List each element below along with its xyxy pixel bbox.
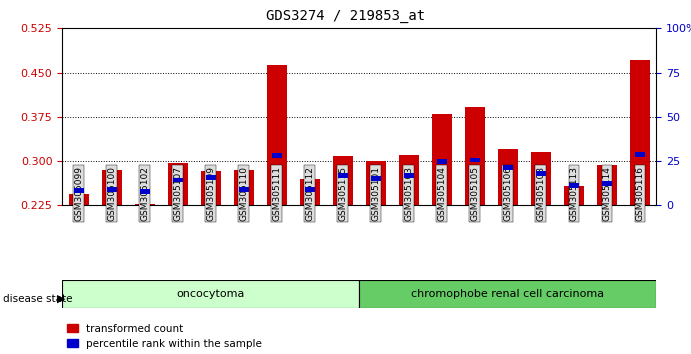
Bar <box>531 152 551 205</box>
Text: chromophobe renal cell carcinoma: chromophobe renal cell carcinoma <box>411 289 605 299</box>
Bar <box>602 181 612 186</box>
Text: GSM305114: GSM305114 <box>603 166 612 221</box>
Text: oncocytoma: oncocytoma <box>177 289 245 299</box>
Text: GSM305105: GSM305105 <box>471 166 480 221</box>
Bar <box>300 179 320 205</box>
Text: GSM305104: GSM305104 <box>437 166 446 221</box>
Bar <box>399 155 419 205</box>
Bar <box>366 161 386 205</box>
Bar <box>272 153 282 158</box>
Text: GSM305101: GSM305101 <box>371 166 380 221</box>
Bar <box>74 188 84 193</box>
Bar <box>106 187 117 192</box>
Bar <box>62 280 359 308</box>
Text: GSM305103: GSM305103 <box>404 166 413 221</box>
Bar <box>333 156 352 205</box>
Text: ▶: ▶ <box>57 294 65 304</box>
Text: disease state: disease state <box>3 294 73 304</box>
Text: GSM305100: GSM305100 <box>107 166 116 221</box>
Bar <box>536 171 546 176</box>
Text: GSM305111: GSM305111 <box>272 166 281 221</box>
Text: GSM305116: GSM305116 <box>636 166 645 221</box>
Bar <box>569 183 579 188</box>
Bar <box>503 165 513 170</box>
Bar <box>630 59 650 205</box>
Bar <box>359 280 656 308</box>
Bar <box>234 170 254 205</box>
Text: GSM305108: GSM305108 <box>536 166 545 221</box>
Bar <box>470 158 480 162</box>
Text: GSM305112: GSM305112 <box>305 166 314 221</box>
Bar <box>206 175 216 180</box>
Bar <box>432 114 452 205</box>
Bar <box>201 171 220 205</box>
Bar <box>69 194 88 205</box>
Bar <box>140 189 150 194</box>
Text: GSM305115: GSM305115 <box>339 166 348 221</box>
Bar <box>305 187 314 192</box>
Text: GSM305106: GSM305106 <box>503 166 513 221</box>
Bar <box>267 65 287 205</box>
Text: GSM305102: GSM305102 <box>140 166 149 221</box>
Bar <box>102 170 122 205</box>
Bar <box>564 186 584 205</box>
Bar <box>173 178 182 182</box>
Text: GSM305107: GSM305107 <box>173 166 182 221</box>
Legend: transformed count, percentile rank within the sample: transformed count, percentile rank withi… <box>68 324 262 349</box>
Bar <box>437 159 447 164</box>
Bar <box>239 187 249 192</box>
Text: GSM305110: GSM305110 <box>239 166 248 221</box>
Bar <box>135 204 155 205</box>
Text: GSM305099: GSM305099 <box>74 166 83 221</box>
Bar <box>635 152 645 157</box>
Text: GSM305113: GSM305113 <box>569 166 578 221</box>
Text: GSM305109: GSM305109 <box>206 166 216 221</box>
Bar <box>168 163 188 205</box>
Bar <box>498 149 518 205</box>
Bar <box>404 173 414 178</box>
Text: GDS3274 / 219853_at: GDS3274 / 219853_at <box>266 9 425 23</box>
Bar <box>338 173 348 178</box>
Bar <box>465 107 485 205</box>
Bar <box>371 176 381 181</box>
Bar <box>597 165 617 205</box>
